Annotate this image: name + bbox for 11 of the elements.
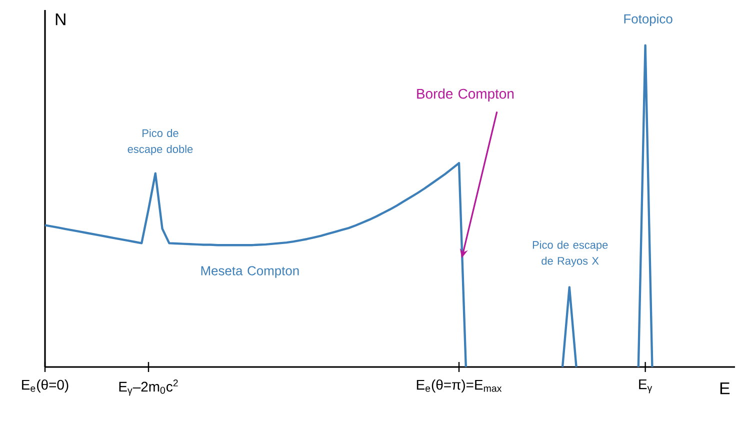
annotation: Pico de escape doble: [128, 129, 193, 156]
y-axis-title: N: [56, 14, 66, 26]
x-tick-label: E$_{γ}$: [639, 379, 652, 394]
x-axis-title: E: [720, 382, 730, 394]
text: Fotopico: [624, 14, 672, 26]
annotation: Pico de escape de Rayos X: [532, 240, 608, 267]
annotation: Borde Compton: [417, 88, 514, 102]
annotation: Meseta Compton: [201, 266, 299, 278]
x-tick-label: E$_{e}$(θ=π)=E$_{max}$: [416, 379, 502, 392]
x-tick-label: E$_{γ}$–2m$_{0}$c$^{2}$: [119, 379, 178, 396]
x-tick-label: E$_{e}$(θ=0): [22, 379, 68, 392]
